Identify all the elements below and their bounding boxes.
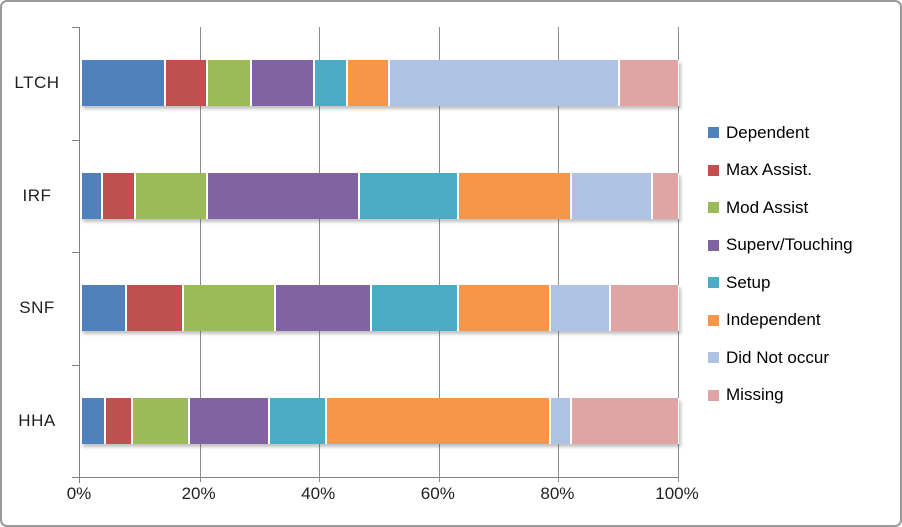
legend-item-did-not-occur: Did Not occur [708, 339, 853, 377]
legend-label: Max Assist. [726, 160, 812, 180]
y-axis-tick [72, 27, 79, 28]
bar-segment-irf-superv-touching [206, 172, 360, 219]
legend-swatch-icon [708, 239, 719, 251]
y-axis-tick [72, 477, 79, 478]
x-tick-label-20: 20% [181, 484, 216, 503]
legend-label: Missing [726, 385, 784, 405]
bar-segment-snf-missing [610, 285, 679, 332]
bar-segment-ltch-mod-assist [206, 60, 252, 107]
bar-segment-ltch-setup [314, 60, 348, 107]
bar-segment-hha-independent [326, 397, 551, 444]
x-tick-label-60: 60% [420, 484, 455, 503]
bar-segment-hha-did-not-occur [550, 397, 572, 444]
bar-segment-ltch-independent [347, 60, 389, 107]
legend-swatch-icon [708, 127, 719, 139]
category-label-irf: IRF [22, 185, 52, 205]
legend-label: Setup [726, 272, 771, 292]
bar-segment-irf-dependent [81, 172, 102, 219]
bar-segment-irf-mod-assist [134, 172, 207, 219]
gridline-100 [678, 27, 679, 482]
legend-swatch-icon [708, 352, 719, 364]
y-axis-tick [72, 139, 79, 141]
legend-item-max-assist: Max Assist. [708, 152, 853, 190]
legend-item-setup: Setup [708, 264, 853, 302]
legend-item-independent: Independent [708, 302, 853, 340]
bar-segment-irf-independent [457, 172, 572, 219]
bar-segment-irf-max-assist [101, 172, 135, 219]
legend-label: Mod Assist [726, 197, 809, 217]
x-tick-label-40: 40% [301, 484, 336, 503]
bar-segment-irf-did-not-occur [571, 172, 653, 219]
bar-segment-snf-setup [371, 285, 458, 332]
legend-item-mod-assist: Mod Assist [708, 189, 853, 227]
bar-segment-hha-setup [269, 397, 327, 444]
x-tick-label-100: 100% [655, 484, 699, 503]
legend-item-missing: Missing [708, 377, 853, 415]
legend-item-superv-touching: Superv/Touching [708, 227, 853, 265]
legend-label: Independent [726, 310, 821, 330]
bar-segment-snf-superv-touching [275, 285, 371, 332]
bar-segment-hha-mod-assist [131, 397, 189, 444]
bar-segment-ltch-max-assist [164, 60, 207, 107]
legend-label: Did Not occur [726, 347, 829, 367]
bar-segment-irf-setup [359, 172, 458, 219]
bar-segment-hha-max-assist [104, 397, 132, 444]
bar-segment-ltch-did-not-occur [388, 60, 620, 107]
bar-segment-hha-missing [571, 397, 679, 444]
bar-segment-snf-mod-assist [182, 285, 276, 332]
bar-segment-ltch-dependent [81, 60, 165, 107]
bar-snf [81, 285, 679, 332]
bar-segment-ltch-missing [619, 60, 679, 107]
legend-label: Dependent [726, 122, 810, 142]
bar-segment-hha-dependent [81, 397, 105, 444]
x-tick-label-0: 0% [66, 484, 92, 503]
bar-segment-hha-superv-touching [188, 397, 270, 444]
gridline-80 [558, 27, 560, 482]
gridline-20 [199, 27, 201, 482]
category-label-hha: HHA [18, 410, 56, 430]
legend-swatch-icon [708, 314, 719, 326]
bar-irf [81, 172, 679, 219]
legend-swatch-icon [708, 277, 719, 289]
category-label-snf: SNF [19, 298, 55, 318]
legend-label: Superv/Touching [726, 235, 853, 255]
bar-segment-snf-max-assist [125, 285, 183, 332]
plot-area [72, 27, 679, 483]
bar-segment-snf-did-not-occur [550, 285, 611, 332]
legend-item-dependent: Dependent [708, 114, 853, 152]
bar-segment-ltch-superv-touching [251, 60, 315, 107]
gridline-40 [319, 27, 321, 482]
bar-segment-snf-independent [457, 285, 551, 332]
bar-hha [81, 397, 679, 444]
category-label-ltch: LTCH [14, 73, 60, 93]
legend-swatch-icon [708, 164, 719, 176]
y-axis-tick [72, 252, 79, 253]
x-tick-label-80: 80% [540, 484, 575, 503]
x-axis-tick-0 [79, 478, 80, 483]
chart-legend: Dependent Max Assist. Mod Assist Superv/Tou… [708, 114, 853, 414]
y-axis-tick [72, 364, 79, 366]
bar-segment-snf-dependent [81, 285, 126, 332]
legend-swatch-icon [708, 202, 719, 214]
legend-swatch-icon [708, 389, 719, 401]
gridline-60 [438, 27, 440, 482]
bar-segment-irf-missing [652, 172, 679, 219]
bar-ltch [81, 60, 679, 107]
